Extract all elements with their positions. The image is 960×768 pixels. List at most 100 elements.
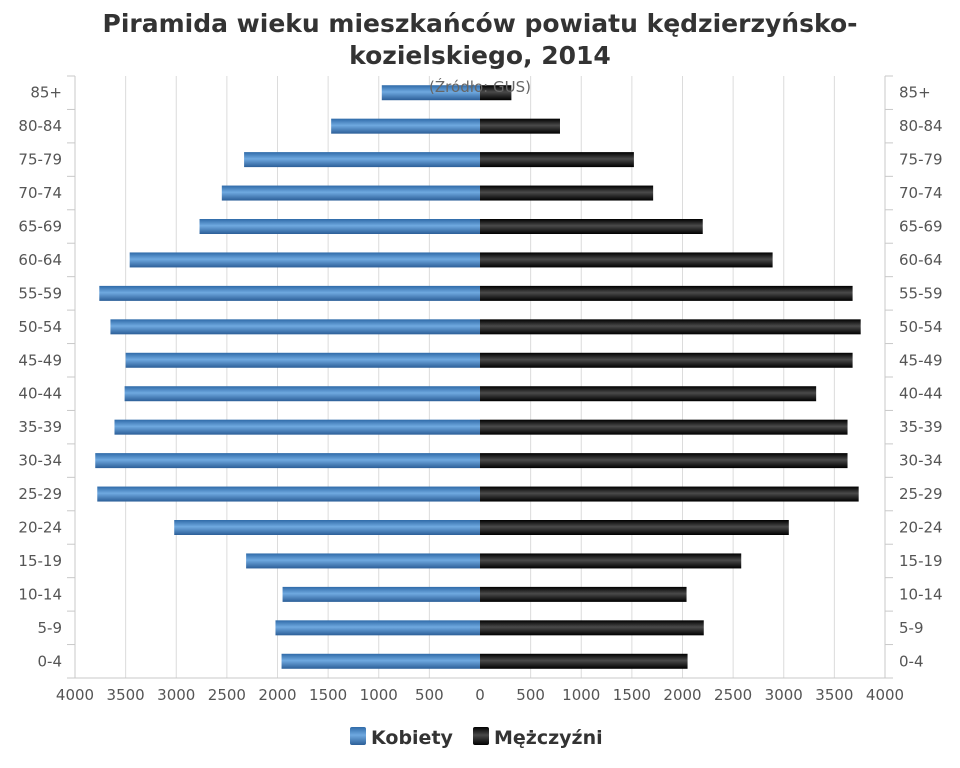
category-label-left: 30-34 — [18, 452, 62, 470]
bar-mezczyzni-65-69[interactable] — [480, 219, 703, 234]
chart-title-line-1: Piramida wieku mieszkańców powiatu kędzi… — [103, 9, 858, 38]
category-label-right: 60-64 — [899, 251, 943, 269]
category-label-left: 70-74 — [18, 184, 62, 202]
x-tick-label: 1000 — [562, 686, 600, 704]
x-tick-label: 1000 — [360, 686, 398, 704]
category-label-right: 35-39 — [899, 418, 943, 436]
x-tick-label: 3000 — [157, 686, 195, 704]
category-label-left: 20-24 — [18, 519, 62, 537]
bar-mezczyzni-75-79[interactable] — [480, 152, 634, 168]
x-axis-tick-labels: 4000 3500 3000 2500 2000 1500 1000 500 0 500 1000 1… — [56, 686, 904, 704]
x-tick-label: 2500 — [714, 686, 752, 704]
category-label-right: 70-74 — [899, 184, 943, 202]
category-label-right: 0-4 — [899, 652, 924, 670]
bar-mezczyzni-60-64[interactable] — [480, 252, 773, 268]
category-label-right: 55-59 — [899, 284, 943, 302]
x-tick-label: 1500 — [613, 686, 651, 704]
bar-mezczyzni-50-54[interactable] — [480, 319, 861, 335]
category-label-right: 80-84 — [899, 117, 943, 135]
legend-label-kobiety: Kobiety — [371, 727, 454, 749]
bar-mezczyzni-55-59[interactable] — [480, 285, 853, 301]
chart-title-line-2: kozielskiego, 2014 — [349, 41, 611, 70]
category-label-right: 75-79 — [899, 151, 943, 169]
category-label-left: 15-19 — [18, 552, 62, 570]
bar-kobiety-25-29[interactable] — [97, 486, 481, 502]
bar-mezczyzni-35-39[interactable] — [480, 419, 848, 435]
bar-kobiety-40-44[interactable] — [124, 386, 481, 402]
category-label-left: 10-14 — [18, 585, 62, 603]
bar-mezczyzni-10-14[interactable] — [480, 586, 687, 602]
bar-mezczyzni-45-49[interactable] — [480, 352, 853, 368]
category-label-left: 50-54 — [18, 318, 62, 336]
bar-mezczyzni-0-4[interactable] — [480, 653, 688, 669]
bars — [95, 85, 861, 669]
bar-kobiety-10-14[interactable] — [282, 586, 480, 602]
plot-frame — [67, 75, 893, 679]
bar-kobiety-75-79[interactable] — [244, 152, 480, 168]
category-label-left: 60-64 — [18, 251, 62, 269]
category-label-left: 80-84 — [18, 117, 62, 135]
category-label-left: 65-69 — [18, 218, 62, 236]
category-label-left: 45-49 — [18, 351, 62, 369]
bar-kobiety-35-39[interactable] — [114, 419, 481, 435]
x-tick-label: 4000 — [866, 686, 904, 704]
bar-kobiety-55-59[interactable] — [99, 285, 481, 301]
bar-mezczyzni-20-24[interactable] — [480, 520, 789, 535]
category-label-right: 25-29 — [899, 485, 943, 503]
category-labels-right: 85+ 80-84 75-79 70-74 65-69 60-64 55-59 50-54 45… — [899, 84, 943, 671]
category-label-left: 75-79 — [18, 151, 62, 169]
category-label-left: 55-59 — [18, 284, 62, 302]
x-tick-label: 3500 — [107, 686, 145, 704]
category-label-right: 85+ — [899, 84, 931, 102]
bar-mezczyzni-70-74[interactable] — [480, 185, 654, 201]
category-label-left: 85+ — [30, 84, 62, 102]
category-label-left: 35-39 — [18, 418, 62, 436]
bar-kobiety-20-24[interactable] — [174, 520, 480, 535]
bar-kobiety-60-64[interactable] — [129, 252, 481, 268]
bar-mezczyzni-15-19[interactable] — [480, 553, 742, 569]
x-tick-label: 3000 — [765, 686, 803, 704]
bar-kobiety-50-54[interactable] — [110, 319, 480, 335]
bar-mezczyzni-40-44[interactable] — [480, 386, 817, 402]
bar-kobiety-15-19[interactable] — [246, 553, 480, 569]
legend-label-mezczyzni: Mężczyźni — [494, 727, 603, 749]
chart-subtitle: (Źródło: GUS) — [429, 77, 531, 96]
bar-mezczyzni-25-29[interactable] — [480, 486, 859, 502]
bar-kobiety-0-4[interactable] — [281, 653, 480, 669]
category-labels-left: 85+ 80-84 75-79 70-74 65-69 60-64 55-59 50-54 45… — [18, 84, 62, 671]
bar-kobiety-70-74[interactable] — [221, 185, 480, 201]
bar-mezczyzni-80-84[interactable] — [480, 118, 560, 134]
bar-mezczyzni-30-34[interactable] — [480, 453, 848, 469]
x-tick-label: 1500 — [309, 686, 347, 704]
bar-kobiety-65-69[interactable] — [199, 219, 480, 234]
legend-swatch-mezczyzni — [473, 727, 489, 745]
bar-kobiety-80-84[interactable] — [331, 118, 480, 134]
category-label-right: 30-34 — [899, 452, 943, 470]
category-label-right: 10-14 — [899, 585, 943, 603]
x-tick-label: 2000 — [663, 686, 701, 704]
bar-kobiety-85+[interactable] — [381, 85, 480, 101]
x-tick-label: 0 — [475, 686, 485, 704]
legend[interactable]: Kobiety Mężczyźni — [350, 727, 603, 749]
category-label-left: 40-44 — [18, 385, 62, 403]
category-label-right: 45-49 — [899, 351, 943, 369]
category-label-left: 0-4 — [38, 652, 63, 670]
legend-swatch-kobiety — [350, 727, 366, 745]
category-label-right: 50-54 — [899, 318, 943, 336]
grid-lines — [125, 76, 835, 678]
category-label-right: 20-24 — [899, 519, 943, 537]
x-tick-label: 4000 — [56, 686, 94, 704]
bar-mezczyzni-85+[interactable] — [480, 85, 512, 101]
category-label-right: 65-69 — [899, 218, 943, 236]
x-tick-label: 500 — [516, 686, 545, 704]
legend-item-kobiety[interactable]: Kobiety — [350, 727, 454, 749]
category-label-right: 5-9 — [899, 619, 924, 637]
x-tick-label: 2000 — [258, 686, 296, 704]
bar-kobiety-5-9[interactable] — [275, 620, 480, 636]
bar-kobiety-45-49[interactable] — [125, 352, 480, 368]
category-label-right: 40-44 — [899, 385, 943, 403]
bar-mezczyzni-5-9[interactable] — [480, 620, 704, 636]
legend-item-mezczyzni[interactable]: Mężczyźni — [473, 727, 603, 749]
bar-kobiety-30-34[interactable] — [95, 453, 480, 469]
